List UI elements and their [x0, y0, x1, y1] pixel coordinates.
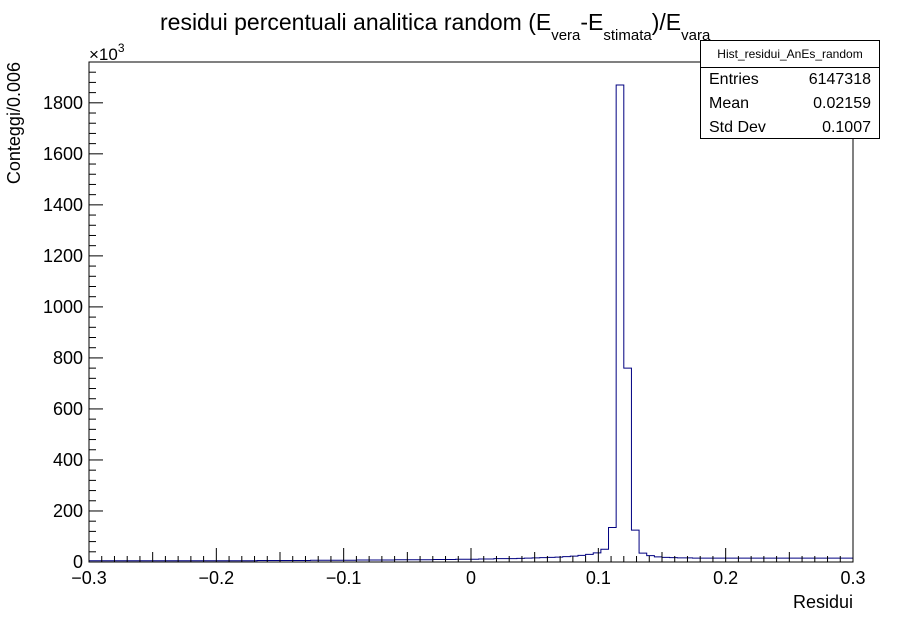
histogram-bin: [517, 558, 525, 562]
histogram-bin: [769, 558, 777, 562]
histogram-bin: [570, 556, 578, 562]
histogram-bin: [616, 85, 624, 562]
histogram-bin: [738, 558, 746, 562]
y-tick-label: 200: [53, 501, 83, 521]
stats-value-entries: 6147318: [808, 71, 871, 88]
histogram-bin: [601, 549, 609, 562]
histogram-bin: [815, 558, 823, 562]
y-tick-label: 1200: [43, 246, 83, 266]
histogram-bin: [777, 558, 785, 562]
stats-row-entries: Entries 6147318: [701, 68, 879, 92]
histogram-bin: [639, 553, 647, 562]
histogram-bin: [784, 558, 792, 562]
histogram-bin: [761, 558, 769, 562]
y-axis-title: Conteggi/0.006: [4, 62, 24, 184]
stats-label-mean: Mean: [709, 95, 750, 112]
histogram-bin: [677, 558, 685, 562]
histogram-bin: [731, 558, 739, 562]
x-tick-label: 0: [466, 568, 476, 588]
x-tick-label: 0.2: [713, 568, 738, 588]
histogram-bin: [754, 558, 762, 562]
histogram-bin: [746, 558, 754, 562]
histogram-bin: [524, 558, 532, 562]
histogram-bin: [685, 558, 693, 562]
histogram-bin: [547, 557, 555, 562]
histogram-bin: [555, 557, 563, 562]
histogram-bin: [845, 558, 853, 562]
y-multiplier: ×103: [89, 41, 125, 64]
stats-box: Hist_residui_AnEs_random Entries 6147318…: [700, 40, 880, 139]
histogram-bin: [578, 555, 586, 562]
stats-row-stddev: Std Dev 0.1007: [701, 116, 879, 140]
x-tick-label: −0.1: [326, 568, 362, 588]
x-tick-label: −0.2: [199, 568, 235, 588]
y-tick-label: 600: [53, 399, 83, 419]
y-tick-label: 0: [73, 552, 83, 572]
x-axis-title: Residui: [793, 592, 853, 612]
stats-label-entries: Entries: [709, 71, 759, 88]
y-tick-label: 1600: [43, 144, 83, 164]
histogram-bin: [609, 528, 617, 562]
y-tick-label: 1400: [43, 195, 83, 215]
stats-label-stddev: Std Dev: [709, 119, 766, 136]
stats-row-mean: Mean 0.02159: [701, 92, 879, 116]
histogram-bin: [532, 558, 540, 562]
y-tick-label: 1000: [43, 297, 83, 317]
histogram-bin: [792, 558, 800, 562]
histogram-bin: [723, 558, 731, 562]
x-tick-label: −0.3: [71, 568, 107, 588]
stats-value-mean: 0.02159: [813, 95, 871, 112]
histogram-bin: [830, 558, 838, 562]
histogram-bin: [654, 557, 662, 562]
histogram-bin: [708, 558, 716, 562]
histogram-bin: [807, 558, 815, 562]
histogram-bin: [662, 557, 670, 562]
chart-title: residui percentuali analitica random (Ev…: [160, 9, 711, 44]
histogram-bin: [670, 558, 678, 562]
histogram-bin: [822, 558, 830, 562]
histogram-outline: [88, 84, 854, 562]
stats-title: Hist_residui_AnEs_random: [701, 41, 879, 68]
histogram-bin: [586, 554, 594, 562]
histogram-bin: [693, 558, 701, 562]
histogram-bin: [624, 368, 632, 562]
histogram-bin: [631, 530, 639, 562]
y-tick-label: 400: [53, 450, 83, 470]
stats-value-stddev: 0.1007: [822, 119, 871, 136]
histogram-bin: [715, 558, 723, 562]
x-tick-label: 0.1: [586, 568, 611, 588]
histogram-bin: [800, 558, 808, 562]
y-tick-label: 800: [53, 348, 83, 368]
histogram-bin: [563, 557, 571, 562]
histogram-bin: [838, 558, 846, 562]
histogram-bin: [700, 558, 708, 562]
y-tick-label: 1800: [43, 93, 83, 113]
histogram-bin: [593, 553, 601, 562]
histogram-bin: [647, 556, 655, 562]
histogram-bin: [540, 558, 548, 562]
x-tick-label: 0.3: [840, 568, 865, 588]
